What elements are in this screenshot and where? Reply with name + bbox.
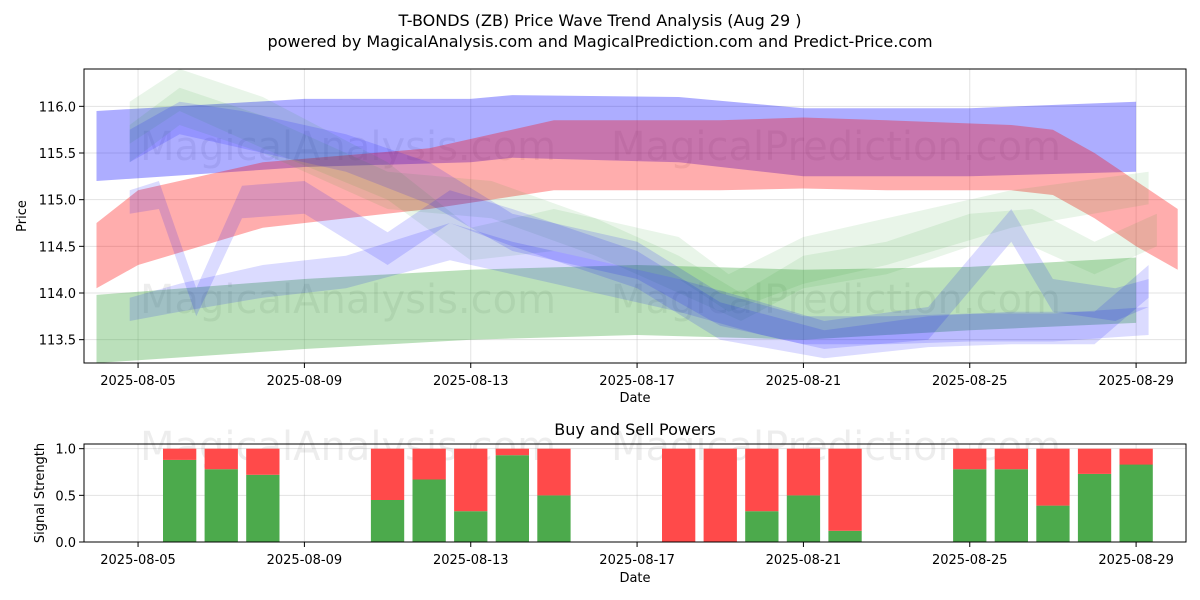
price-x-axis-label: Date <box>619 391 650 406</box>
sell-bar <box>412 448 446 480</box>
wave-band-blue-0 <box>96 95 1137 181</box>
signal-y-tick-label: 0.0 <box>55 536 76 551</box>
signal-y-tick-label: 1.0 <box>55 443 76 458</box>
buy-bar <box>1036 505 1070 542</box>
buy-bar <box>786 495 821 542</box>
watermark-left-bottom: MagicalAnalysis.com <box>140 424 556 470</box>
price-x-tick-label: 2025-08-25 <box>932 374 1008 389</box>
sell-bar <box>745 448 779 512</box>
price-panel: MagicalAnalysis.com MagicalPrediction.co… <box>15 68 1187 406</box>
signal-panel: Buy and Sell Powers MagicalAnalysis.com … <box>33 420 1187 586</box>
sell-bar <box>163 448 197 460</box>
price-x-tick-label: 2025-08-21 <box>766 374 842 389</box>
buy-bar <box>495 455 529 542</box>
wave-band-blue-7 <box>129 209 1149 349</box>
sell-bar <box>1119 448 1153 465</box>
signal-x-tick-label: 2025-08-17 <box>599 553 675 568</box>
buy-bar <box>454 511 488 542</box>
chart-title: T-BONDS (ZB) Price Wave Trend Analysis (… <box>397 11 801 30</box>
sell-bar <box>662 448 696 542</box>
buy-bar <box>204 469 238 542</box>
signal-x-tick-label: 2025-08-29 <box>1098 553 1174 568</box>
wave-band-blue-5 <box>129 101 1149 345</box>
price-x-tick-label: 2025-08-05 <box>100 374 176 389</box>
buy-bar <box>1077 473 1112 542</box>
price-y-tick-label: 113.5 <box>39 334 76 349</box>
buy-bar <box>537 495 571 542</box>
buy-bar <box>412 479 446 542</box>
signal-x-tick-label: 2025-08-05 <box>100 553 176 568</box>
sell-bar <box>828 448 862 531</box>
signal-x-tick-label: 2025-08-25 <box>932 553 1008 568</box>
buy-bar <box>370 500 405 542</box>
price-y-tick-label: 114.5 <box>39 240 76 255</box>
sell-bar <box>1077 448 1112 474</box>
sell-bar <box>204 448 238 470</box>
price-x-tick-label: 2025-08-29 <box>1098 374 1174 389</box>
sell-bar <box>246 448 280 475</box>
watermark-right-mid: MagicalPrediction.com <box>611 277 1061 323</box>
sell-bar <box>370 448 405 500</box>
signal-x-tick-label: 2025-08-21 <box>766 553 842 568</box>
buy-bar <box>1119 464 1153 542</box>
buy-bar <box>953 469 987 542</box>
sell-bar <box>495 448 529 456</box>
wave-band-green-2 <box>96 257 1137 363</box>
signal-x-axis-label: Date <box>619 571 650 586</box>
price-plot-area <box>84 69 1186 363</box>
sell-bar <box>454 448 488 512</box>
price-plot-frame <box>83 68 1187 364</box>
signal-plot-frame <box>83 443 1187 543</box>
watermark-left-mid: MagicalAnalysis.com <box>140 277 556 323</box>
wave-band-green-4 <box>129 87 1157 321</box>
price-y-tick-label: 115.5 <box>39 147 76 162</box>
buy-bar <box>163 459 197 542</box>
wave-band-blue-6 <box>129 181 1149 359</box>
wave-band-green-3 <box>129 69 1149 312</box>
sell-bar <box>1036 448 1070 506</box>
wave-band-red-1 <box>96 117 1178 289</box>
signal-y-tick-label: 0.5 <box>55 489 76 504</box>
sell-bar <box>994 448 1028 470</box>
buy-bar <box>246 474 280 542</box>
sell-bar <box>953 448 987 470</box>
price-x-tick-label: 2025-08-17 <box>599 374 675 389</box>
watermark-right-top: MagicalPrediction.com <box>611 124 1061 170</box>
buy-bar <box>994 469 1028 542</box>
price-y-axis-label: Price <box>15 200 30 232</box>
price-y-tick-label: 116.0 <box>39 100 76 115</box>
sell-bar <box>703 448 737 542</box>
price-y-tick-label: 115.0 <box>39 194 76 209</box>
price-x-tick-label: 2025-08-09 <box>267 374 343 389</box>
price-x-tick-label: 2025-08-13 <box>433 374 509 389</box>
signal-y-axis-label: Signal Strength <box>33 443 48 543</box>
buy-bar <box>745 511 779 542</box>
sell-bar <box>537 448 571 496</box>
signal-x-tick-label: 2025-08-13 <box>433 553 509 568</box>
buy-bar <box>828 530 862 542</box>
chart-subtitle: powered by MagicalAnalysis.com and Magic… <box>267 32 932 51</box>
watermark-left-top: MagicalAnalysis.com <box>140 124 556 170</box>
price-y-tick-label: 114.0 <box>39 287 76 302</box>
signal-x-tick-label: 2025-08-09 <box>267 553 343 568</box>
sell-bar <box>786 448 821 496</box>
signal-chart-title: Buy and Sell Powers <box>554 420 716 439</box>
